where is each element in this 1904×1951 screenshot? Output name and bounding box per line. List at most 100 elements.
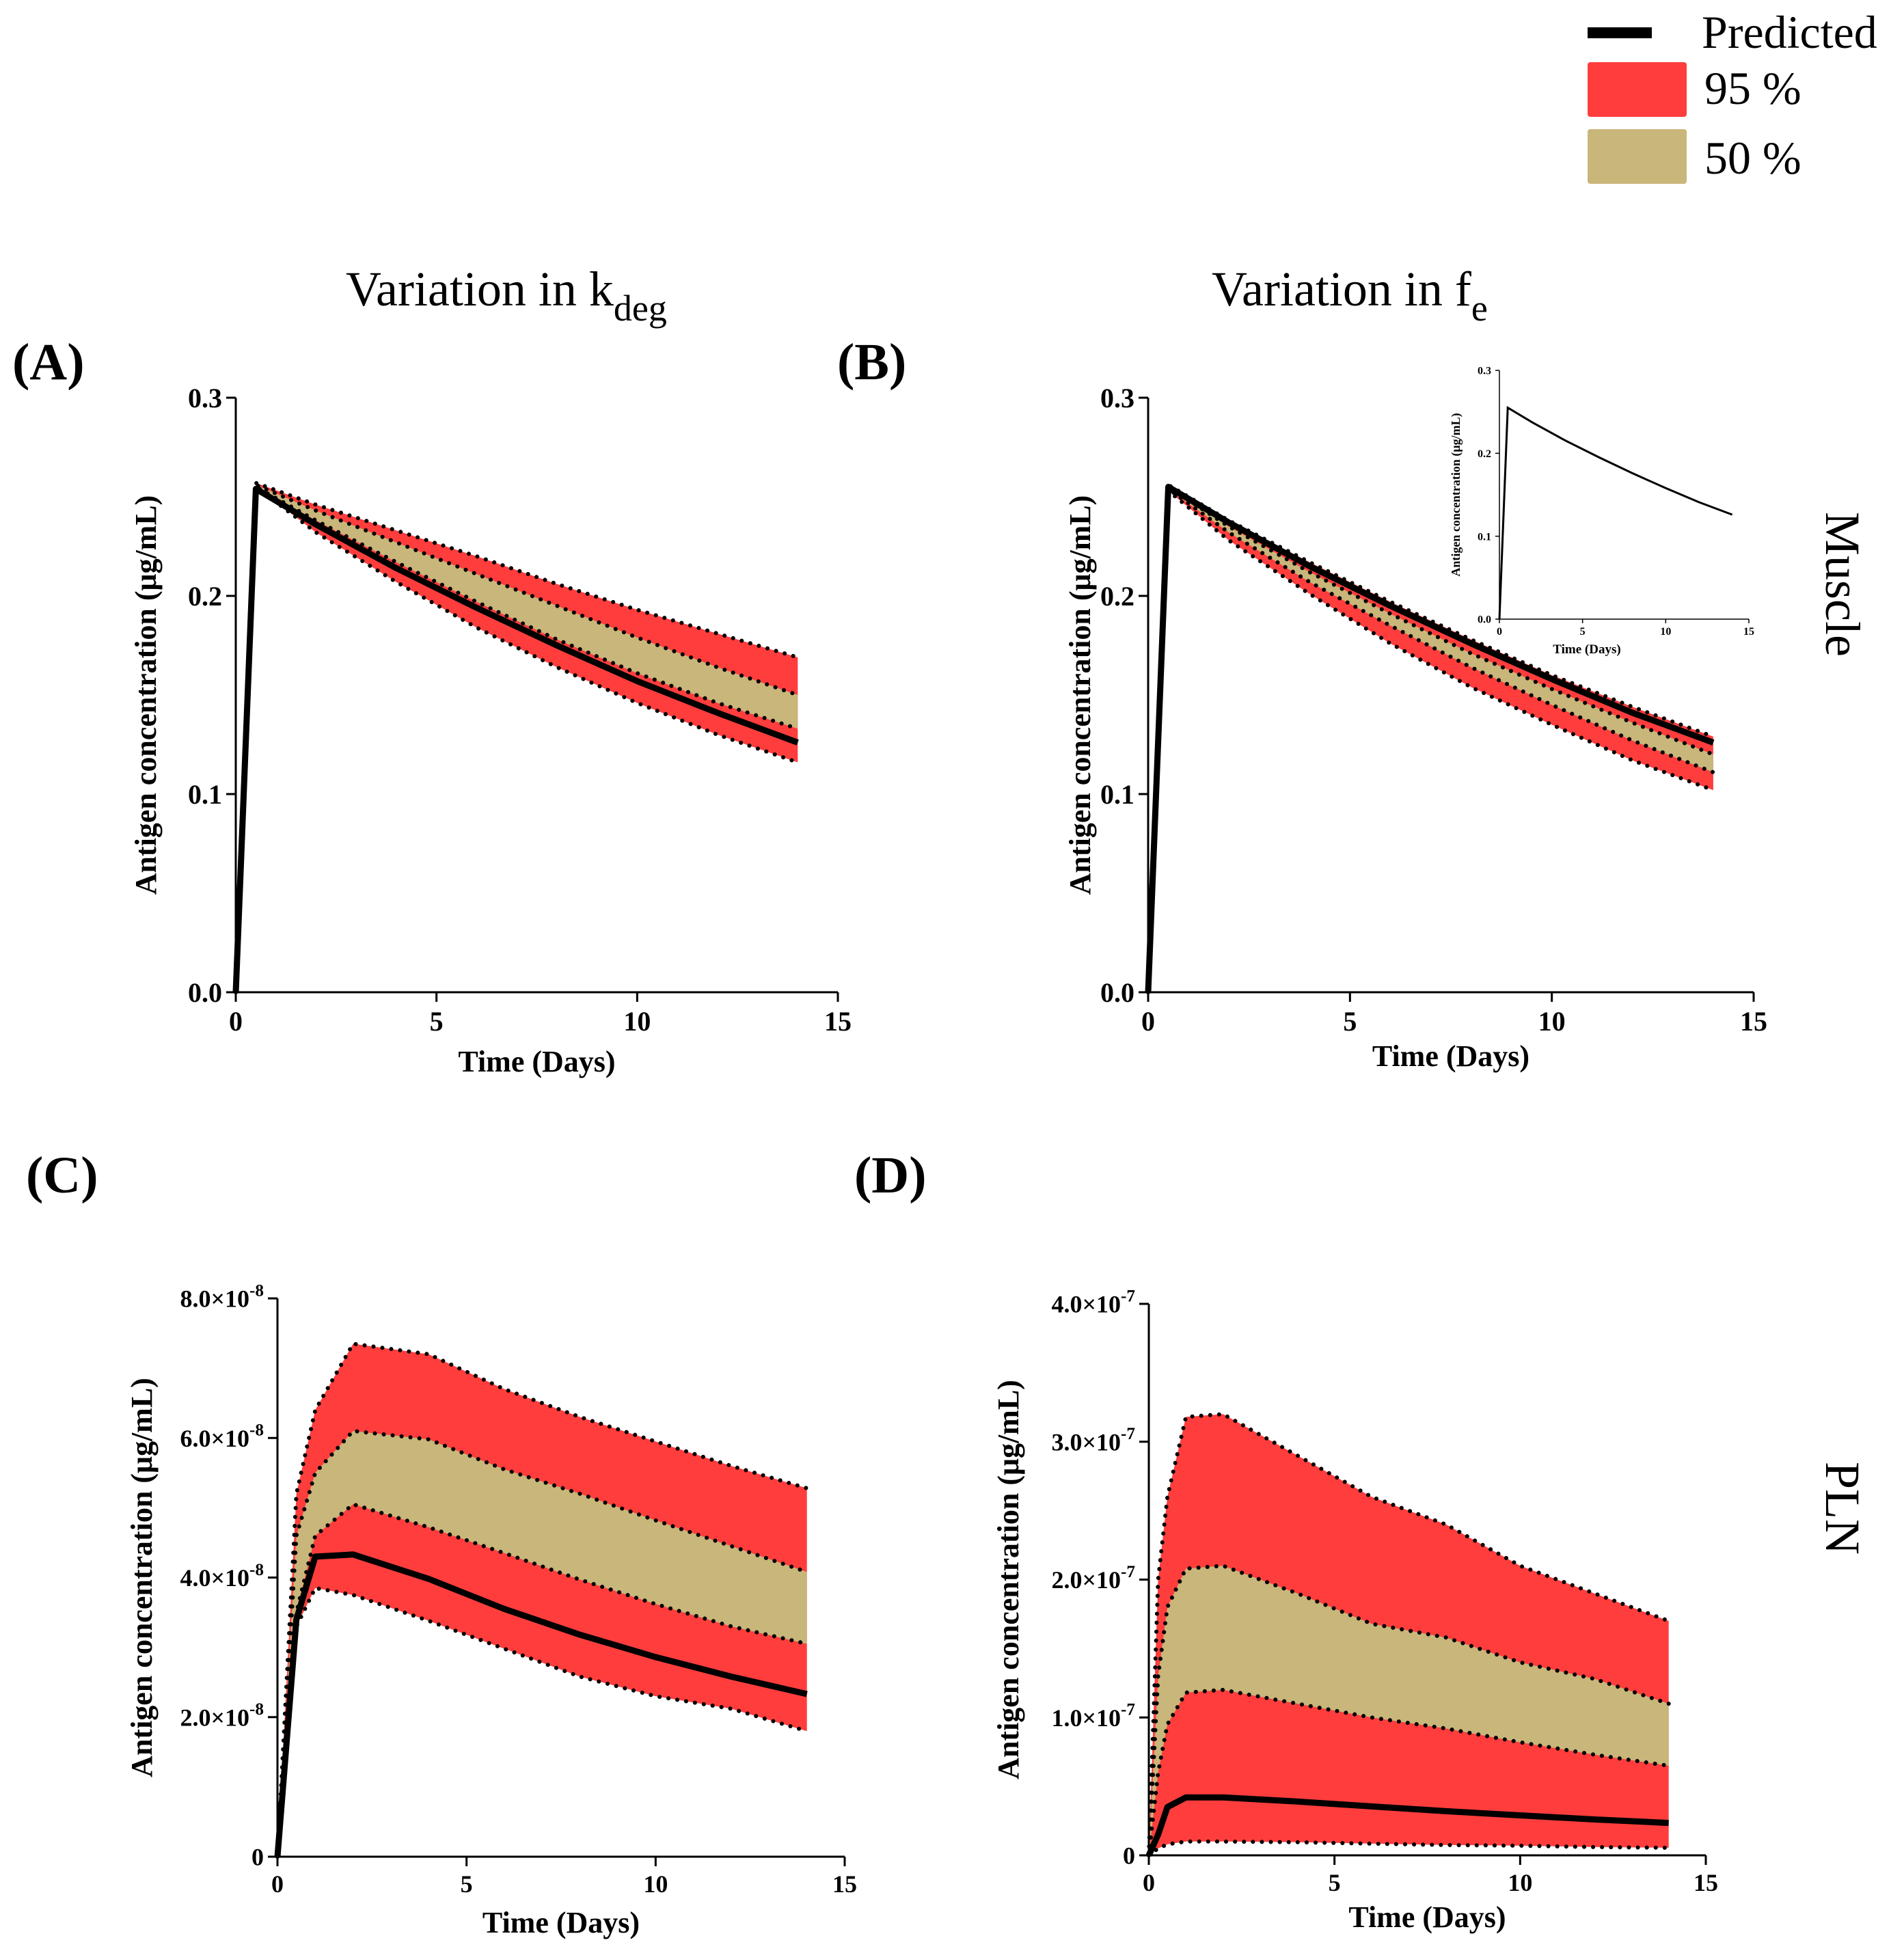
panel-b-inset: 0 5 10 15 0.0 0.1 0.2 0.3 Time (Days) Antigen con… [1449,366,1754,657]
x-axis-title: Time (Days) [1348,1900,1506,1934]
column-title-fe-main: Variation in f [1212,262,1471,316]
bound-95-high [275,1341,809,1859]
x-tick-label: 5 [461,1870,473,1898]
column-title-kdeg-main: Variation in k [346,262,614,316]
y-tick-label: 0.3 [1478,366,1491,377]
legend-50-swatch [1588,129,1687,184]
x-tick-label: 10 [1508,1869,1532,1896]
x-tick-label: 0 [1143,1869,1155,1896]
band-50 [1149,1566,1669,1855]
y-axis-title: Antigen concentration (μg/mL) [992,1380,1025,1779]
x-tick-label: 15 [1694,1869,1718,1896]
y-tick-label: 0.1 [188,779,222,810]
y-axis-title: Antigen concentration (μg/mL) [129,495,163,895]
x-tick-label: 10 [623,1006,651,1037]
x-tick-label: 15 [1743,626,1754,638]
x-axis-title: Time (Days) [1372,1039,1529,1073]
row-label-pln: PLN [1815,1462,1870,1555]
bound-50-high [1147,1564,1671,1857]
y-tick-label: 2.0×10-8 [180,1700,264,1731]
column-title-fe: Variation in fe [1212,262,1488,329]
panel-c: 0 5 10 15 0 2.0×10-8 4.0×10-8 6.0×10-8 8.0×10-8 T… [26,1147,857,1939]
y-tick-label: 4.0×10-7 [1052,1287,1136,1318]
bound-95-high [1146,481,1715,994]
column-title-kdeg-sub: deg [614,288,667,329]
inset-predicted-line [1498,406,1733,620]
panel-b: 0 5 10 15 0.0 0.1 0.2 0.3 Time (Days) Antigen con… [837,333,1767,1073]
y-tick-label: 0.3 [188,383,222,413]
panel-letter: (C) [26,1147,98,1204]
band-50 [277,1431,807,1857]
bound-50-low [275,1501,809,1859]
panel-letter: (B) [837,333,906,391]
column-title-fe-sub: e [1471,288,1488,329]
y-tick-label: 2.0×10-7 [1052,1563,1136,1594]
y-tick-label: 0.1 [1100,779,1134,810]
x-tick-label: 5 [430,1006,444,1037]
predicted-line [274,1551,808,1857]
x-tick-label: 0 [229,1006,243,1037]
x-tick-label: 5 [1580,626,1586,638]
y-tick-label: 0.2 [1100,581,1134,612]
bound-95-high [234,480,800,994]
bound-50-low [1147,1687,1671,1857]
bound-95-low [234,482,800,994]
y-tick-label: 0.2 [188,581,222,612]
bound-95-low [1147,1839,1671,1857]
y-axis-title: Antigen concentration (μg/mL) [125,1378,159,1777]
legend-95-label: 95 % [1704,62,1801,114]
band-95 [236,482,798,992]
bound-50-low [234,483,800,994]
inset-x-axis-title: Time (Days) [1553,642,1620,657]
y-tick-label: 0.2 [1478,448,1491,460]
x-tick-label: 15 [824,1006,852,1037]
y-tick-label: 4.0×10-8 [180,1561,264,1592]
y-tick-label: 1.0×10-7 [1052,1701,1136,1732]
predicted-line [232,485,799,993]
y-tick-label: 6.0×10-8 [180,1421,264,1452]
panel-a: 0 5 10 15 0.0 0.1 0.2 0.3 Time (Days) Antigen con… [12,333,852,1078]
x-axis-title: Time (Days) [482,1906,640,1939]
x-tick-label: 0 [271,1870,284,1898]
bound-50-low [1146,485,1715,994]
bound-95-low [1146,487,1715,994]
predicted-line [1145,1794,1669,1857]
x-tick-label: 15 [1740,1006,1767,1037]
legend-predicted-label: Predicted [1702,6,1877,58]
y-tick-label: 0 [251,1844,264,1871]
y-tick-label: 0.0 [1478,614,1491,626]
x-tick-label: 0 [1141,1006,1155,1037]
x-tick-label: 10 [643,1870,668,1898]
x-tick-label: 10 [1660,626,1671,638]
column-title-kdeg: Variation in kdeg [346,262,667,329]
x-axis-title: Time (Days) [458,1045,615,1078]
row-label-muscle: Muscle [1815,512,1870,657]
band-95 [1148,485,1713,992]
x-tick-label: 15 [832,1870,857,1898]
panel-letter: (D) [854,1147,927,1204]
y-tick-label: 0.1 [1478,531,1491,543]
panel-d: 0 5 10 15 0 1.0×10-7 2.0×10-7 3.0×10-7 4.0×10-7 T… [854,1147,1718,1934]
y-tick-label: 8.0×10-8 [180,1281,264,1312]
x-tick-label: 0 [1497,626,1502,638]
bound-50-high [234,482,800,994]
y-tick-label: 0.0 [1100,977,1134,1008]
y-tick-label: 3.0×10-7 [1052,1425,1136,1456]
band-50 [236,485,798,992]
inset-y-axis-title: Antigen concentration (μg/mL) [1449,413,1463,576]
y-tick-label: 0.3 [1100,383,1134,413]
legend: Predicted 95 % 50 % [1588,6,1877,184]
legend-50-label: 50 % [1704,132,1801,184]
y-tick-label: 0.0 [188,977,222,1008]
y-tick-label: 0 [1123,1842,1135,1870]
legend-95-swatch [1588,62,1687,117]
y-axis-title: Antigen concentration (μg/mL) [1063,495,1097,895]
predicted-line [1145,484,1715,993]
x-tick-label: 10 [1538,1006,1566,1037]
panel-letter: (A) [12,333,85,391]
bound-95-low [275,1585,809,1859]
bound-95-high [1147,1412,1671,1857]
x-tick-label: 5 [1343,1006,1357,1037]
x-tick-label: 5 [1329,1869,1341,1896]
